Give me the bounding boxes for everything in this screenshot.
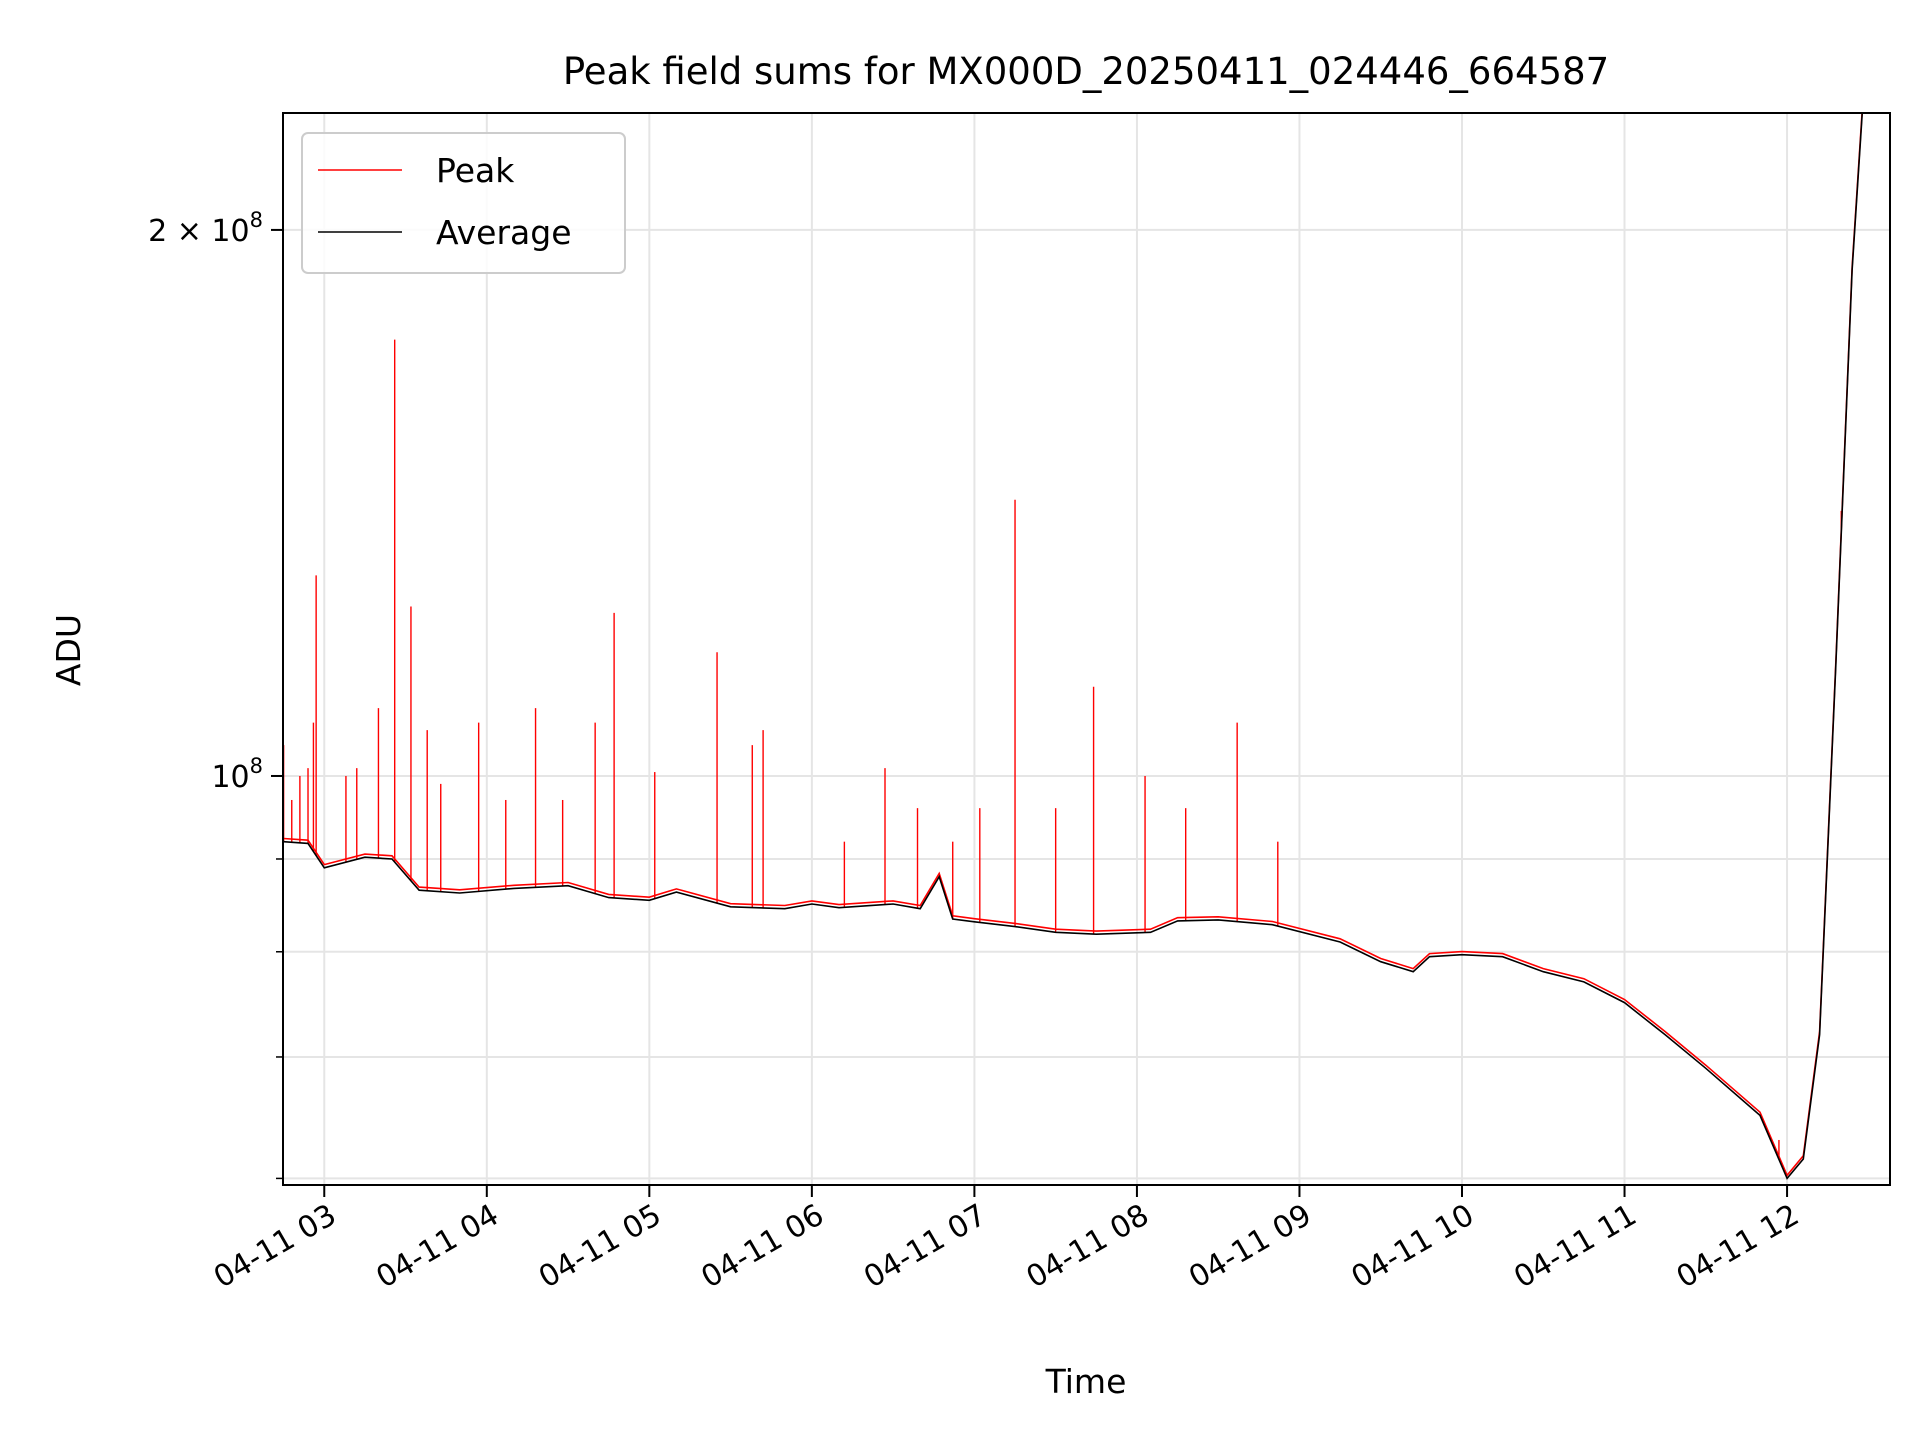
plot-series [283,113,1864,1180]
x-gridlines [323,113,1789,1185]
x-axis-label: Time [1045,1362,1127,1401]
average-series-line [283,113,1864,1180]
legend-average-label: Average [436,213,572,252]
plot-frame [282,112,1891,1186]
y-tick-label: 108 [211,754,263,795]
y-axis-label: ADU [49,614,88,686]
chart-title: Peak field sums for MX000D_20250411_0244… [563,50,1609,93]
legend-box [301,132,626,274]
y-axis-ticks: 2 × 108 108 [148,208,283,1180]
series-group [283,113,1864,1180]
y-tick-label: 2 × 108 [148,208,263,249]
legend: Peak Average [301,132,626,274]
legend-peak-label: Peak [436,151,515,190]
peak-series-line [283,113,1863,1177]
